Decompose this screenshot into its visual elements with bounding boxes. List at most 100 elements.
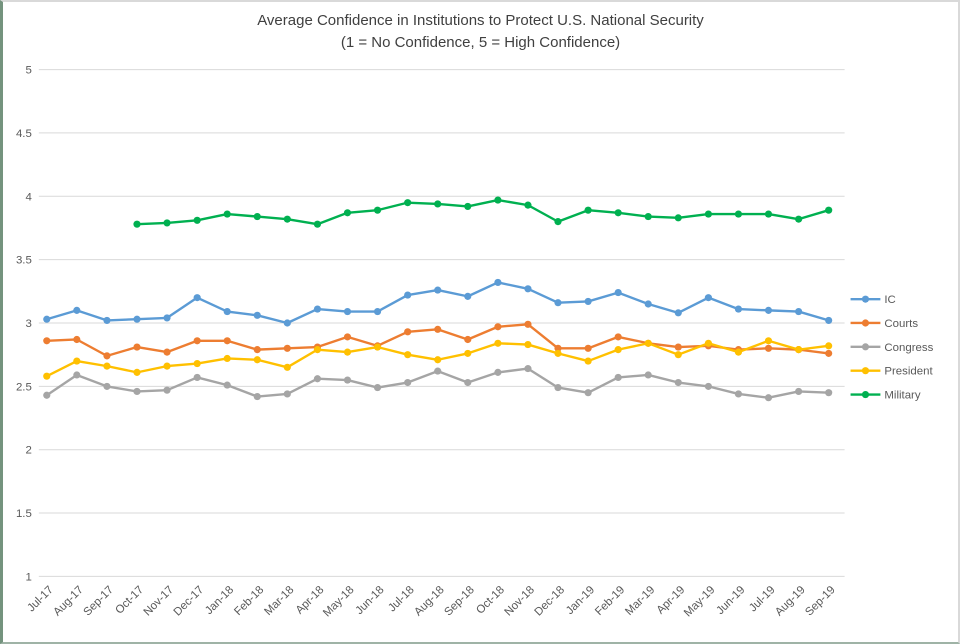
data-point: [644, 300, 652, 308]
series-military: [133, 196, 833, 228]
data-point: [373, 384, 382, 392]
data-point: [554, 384, 562, 392]
data-point: [825, 389, 833, 397]
data-point: [133, 315, 141, 323]
data-point: [434, 325, 442, 333]
data-point: [223, 337, 231, 345]
legend-marker: [861, 390, 870, 399]
legend-label: Military: [884, 390, 920, 402]
data-point: [43, 372, 51, 380]
data-point: [644, 212, 652, 221]
legend-label: Congress: [884, 342, 933, 354]
data-point: [434, 200, 442, 208]
x-tick-label: Aug-17: [51, 584, 86, 619]
data-point: [584, 297, 592, 306]
data-point: [494, 339, 502, 347]
data-point: [43, 391, 51, 399]
data-point: [313, 375, 322, 383]
data-point: [494, 323, 502, 331]
data-point: [764, 337, 773, 345]
data-point: [674, 343, 682, 351]
data-point: [494, 368, 502, 376]
data-point: [524, 320, 532, 328]
data-point: [614, 289, 622, 297]
line-chart: 1 1.5 2 2.5 3 3.5 4 4.5 5 Jul-17Aug-17Sep-17Oct-1…: [16, 65, 934, 620]
data-point: [43, 337, 51, 345]
chart-title-line2: (1 = No Confidence, 5 = High Confidence): [340, 34, 621, 51]
data-point: [704, 210, 712, 218]
data-point: [674, 309, 682, 317]
data-point: [584, 344, 592, 352]
data-point: [464, 378, 472, 387]
data-point: [373, 307, 382, 316]
data-point: [193, 373, 201, 382]
series-ic: [43, 278, 833, 327]
data-point: [524, 365, 532, 373]
data-point: [584, 389, 592, 397]
x-tick-label: Feb-19: [593, 584, 627, 618]
data-point: [795, 215, 803, 223]
data-point: [494, 278, 502, 287]
series-president: [43, 337, 833, 380]
y-tick-label: 2: [25, 445, 31, 457]
x-tick-label: Oct-18: [474, 584, 507, 617]
data-point: [614, 333, 622, 341]
y-tick-label: 3.5: [16, 255, 32, 267]
data-point: [764, 344, 773, 352]
data-point: [223, 381, 231, 389]
data-point: [614, 346, 622, 354]
data-point: [554, 349, 562, 357]
x-tick-label: Aug-19: [773, 584, 808, 619]
x-tick-label: Dec-17: [172, 584, 207, 619]
data-point: [614, 209, 622, 217]
legend-label: President: [884, 366, 933, 378]
data-point: [73, 335, 81, 344]
x-tick-label: Feb-18: [232, 584, 266, 618]
data-point: [103, 362, 111, 370]
data-point: [524, 340, 532, 349]
data-point: [584, 206, 592, 214]
x-tick-label: Sep-17: [81, 584, 116, 619]
legend-item-congress: Congress: [850, 342, 934, 354]
data-point: [825, 342, 833, 350]
data-point: [163, 362, 171, 370]
data-point: [795, 307, 803, 316]
y-tick-label: 3: [25, 318, 31, 330]
x-tick-label: Nov-17: [142, 584, 177, 619]
data-point: [283, 319, 291, 327]
data-point: [674, 351, 682, 359]
y-tick-label: 2.5: [16, 381, 32, 393]
data-point: [133, 387, 141, 396]
x-tick-label: Sep-19: [803, 584, 838, 619]
x-axis-labels: Jul-17Aug-17Sep-17Oct-17Nov-17Dec-17Jan-…: [25, 584, 837, 619]
x-tick-label: Jan-19: [564, 584, 597, 617]
legend-marker: [861, 367, 870, 375]
legend: IC Courts Congress President Military: [850, 294, 934, 402]
data-point: [343, 333, 352, 341]
data-point: [313, 220, 322, 228]
data-point: [283, 215, 291, 223]
data-point: [343, 209, 352, 217]
data-point: [795, 387, 803, 396]
x-tick-label: May-18: [321, 584, 356, 619]
data-point: [43, 315, 51, 323]
legend-item-courts: Courts: [850, 318, 918, 330]
data-point: [193, 216, 201, 224]
x-tick-label: May-19: [682, 584, 717, 619]
x-tick-label: Mar-18: [262, 584, 296, 618]
data-point: [554, 299, 562, 307]
data-point: [73, 371, 81, 379]
data-point: [343, 348, 352, 356]
data-point: [223, 307, 231, 316]
legend-label: Courts: [884, 318, 918, 330]
data-point: [704, 294, 712, 302]
data-point: [734, 305, 743, 313]
x-tick-label: Dec-18: [533, 584, 568, 619]
x-tick-label: Jun-18: [353, 584, 386, 617]
gridlines: [38, 69, 845, 577]
data-point: [524, 201, 532, 209]
data-point: [404, 378, 412, 387]
data-point: [283, 390, 291, 398]
data-point: [163, 348, 171, 356]
data-point: [764, 394, 773, 402]
